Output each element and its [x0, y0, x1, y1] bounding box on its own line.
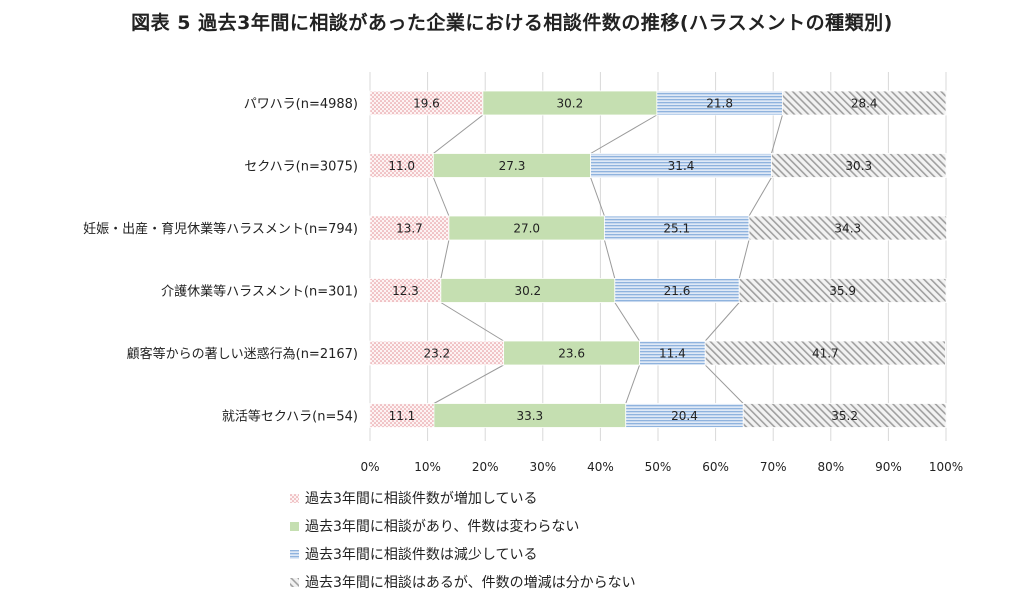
data-label: 30.3: [845, 159, 872, 173]
data-label: 21.6: [664, 284, 691, 298]
data-label: 27.0: [513, 222, 540, 236]
data-label: 11.1: [389, 409, 416, 423]
bar-segment: [625, 403, 744, 428]
bar-segment: [433, 403, 627, 428]
gridlines: [369, 72, 947, 441]
data-label: 19.6: [413, 97, 440, 111]
bar-segment: [503, 340, 640, 366]
bar-segment: [704, 340, 946, 366]
data-label: 28.4: [851, 97, 878, 111]
legend-item: 過去3年間に相談件数が増加している: [290, 484, 636, 512]
connector-line: [770, 114, 783, 154]
connector-line: [440, 239, 450, 279]
legend: 過去3年間に相談件数が増加している 過去3年間に相談があり、件数は変わらない 過去3…: [290, 484, 636, 596]
x-tick-label: 10%: [414, 460, 441, 474]
bar-segment: [771, 153, 947, 178]
connector-line: [704, 364, 744, 404]
legend-swatch: [290, 521, 299, 531]
x-tick-label: 50%: [645, 460, 672, 474]
data-label: 30.2: [514, 284, 541, 298]
category-label: パワハラ(n=4988): [244, 97, 358, 112]
legend-swatch: [290, 577, 299, 587]
data-label: 12.3: [392, 284, 419, 298]
bar-segment: [369, 278, 442, 303]
connector-line: [748, 177, 772, 217]
connector-line: [433, 114, 484, 154]
connector-line: [432, 177, 450, 217]
x-tick-label: 80%: [817, 460, 844, 474]
bar-segment: [748, 215, 947, 241]
bars: [369, 90, 947, 428]
connector-line: [433, 364, 504, 404]
category-label: 顧客等からの著しい迷惑行為(n=2167): [127, 346, 358, 362]
data-label: 33.3: [516, 409, 543, 423]
bar-segment: [482, 90, 658, 116]
data-label: 21.8: [706, 97, 733, 111]
data-label: 11.0: [388, 159, 415, 173]
data-label: 41.7: [812, 347, 839, 361]
bar-segment: [369, 90, 484, 116]
category-label: 就活等セクハラ(n=54): [222, 409, 358, 425]
bar-segment: [782, 90, 947, 116]
category-label: セクハラ(n=3075): [244, 160, 358, 175]
data-label: 20.4: [671, 409, 698, 423]
bar-segment: [369, 403, 435, 428]
legend-swatch: [290, 549, 299, 559]
x-tick-label: 0%: [360, 460, 379, 474]
data-label: 23.2: [423, 347, 450, 361]
x-tick-label: 60%: [702, 460, 729, 474]
bar-segment: [742, 403, 947, 428]
data-label: 13.7: [396, 222, 423, 236]
data-label: 11.4: [659, 347, 686, 361]
connector-line: [440, 302, 504, 342]
bar-segment: [656, 90, 783, 116]
legend-swatch: [290, 493, 299, 503]
data-label: 23.6: [558, 347, 585, 361]
data-label: 27.3: [499, 159, 526, 173]
x-tick-label: 20%: [472, 460, 499, 474]
connector-line: [603, 239, 616, 279]
bar-segment: [590, 153, 772, 178]
connector-line: [625, 364, 641, 404]
category-label: 介護休業等ハラスメント(n=301): [161, 284, 358, 300]
bar-segment: [639, 340, 706, 366]
connector-line: [590, 114, 658, 154]
legend-label: 過去3年間に相談件数は減少している: [305, 547, 538, 563]
legend-label: 過去3年間に相談件数が増加している: [305, 491, 538, 507]
x-tick-label: 40%: [587, 460, 614, 474]
data-label: 25.1: [663, 222, 690, 236]
legend-item: 過去3年間に相談件数は減少している: [290, 540, 636, 568]
bar-segment: [738, 278, 947, 303]
x-tick-label: 30%: [529, 460, 556, 474]
connector-line: [738, 239, 750, 279]
connector-line: [614, 302, 640, 342]
legend-label: 過去3年間に相談があり、件数は変わらない: [305, 519, 580, 535]
data-label: 31.4: [668, 159, 695, 173]
series-connector-lines: [432, 114, 783, 404]
legend-item: 過去3年間に相談があり、件数は変わらない: [290, 512, 636, 540]
labels: 0% 10% 20% 30% 40% 50% 60% 70% 80% 90% 100% パワハラ(n=…: [83, 97, 963, 475]
data-label: 35.9: [829, 284, 856, 298]
chart-title: 図表 5 過去3年間に相談があった企業における相談件数の推移(ハラスメントの種類…: [131, 12, 893, 34]
legend-item: 過去3年間に相談はあるが、件数の増減は分からない: [290, 568, 636, 596]
data-label: 30.2: [557, 97, 584, 111]
data-label: 34.3: [834, 222, 861, 236]
connector-line: [590, 177, 605, 217]
data-label: 35.2: [831, 409, 858, 423]
legend-label: 過去3年間に相談はあるが、件数の増減は分からない: [305, 575, 636, 591]
bar-segment: [369, 215, 450, 241]
bar-segment: [369, 153, 434, 178]
x-tick-label: 70%: [760, 460, 787, 474]
bar-segment: [432, 153, 592, 178]
category-label: 妊娠・出産・育児休業等ハラスメント(n=794): [83, 221, 358, 237]
x-tick-label: 100%: [929, 460, 963, 474]
x-tick-label: 90%: [875, 460, 902, 474]
connector-line: [704, 302, 740, 342]
